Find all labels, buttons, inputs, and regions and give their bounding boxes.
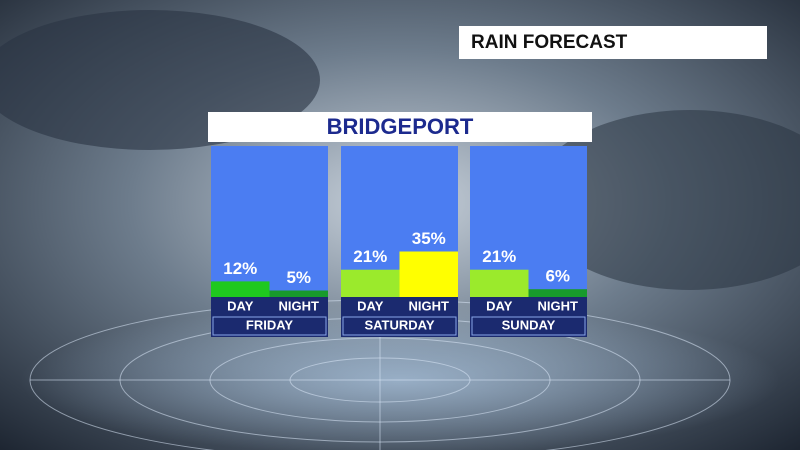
- series-label: DAY: [227, 298, 254, 313]
- bar: [269, 290, 328, 297]
- title-box: [459, 26, 767, 59]
- day-panel: [211, 146, 328, 297]
- cloud: [530, 110, 800, 290]
- day-name-box: [212, 316, 327, 336]
- day-name: SATURDAY: [364, 317, 434, 332]
- radar-glow: [20, 305, 780, 450]
- bar: [470, 269, 529, 297]
- day-name: SUNDAY: [502, 317, 556, 332]
- value-label: 21%: [353, 247, 387, 266]
- value-label: 12%: [223, 259, 257, 278]
- bar: [528, 289, 587, 297]
- series-label: NIGHT: [538, 298, 579, 313]
- location-box: [208, 112, 592, 142]
- day-name-box: [342, 316, 457, 336]
- value-label: 6%: [545, 267, 570, 286]
- value-label: 5%: [286, 268, 311, 287]
- chart-title: RAIN FORECAST: [471, 32, 628, 53]
- location-title: BRIDGEPORT: [327, 114, 474, 139]
- value-label: 35%: [412, 229, 446, 248]
- series-label: DAY: [486, 298, 513, 313]
- bar: [341, 269, 400, 297]
- value-label: 21%: [482, 247, 516, 266]
- series-label: NIGHT: [409, 298, 450, 313]
- series-label: DAY: [357, 298, 384, 313]
- day-name: FRIDAY: [246, 317, 294, 332]
- series-label: NIGHT: [279, 298, 320, 313]
- bar: [211, 281, 270, 297]
- bar: [399, 251, 458, 297]
- day-name-box: [471, 316, 586, 336]
